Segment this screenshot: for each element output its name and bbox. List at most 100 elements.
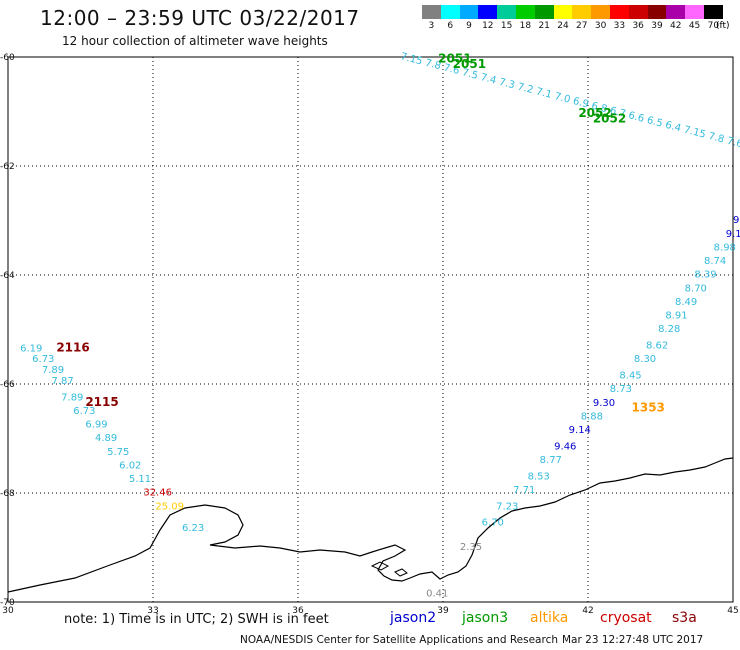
track-a-value: 7.89 [42,365,64,376]
track-b-value: 9.46 [554,441,576,452]
y-tick-label: -64 [0,271,15,281]
x-tick-label: 33 [147,606,158,616]
coastal-islands [370,561,408,577]
track-b-value: 8.73 [610,384,632,395]
colorbar-label: 3 [428,21,435,31]
track-b-value: 6.70 [482,518,504,529]
colorbar-label: 18 [519,21,532,31]
track-a-value: 6.19 [20,343,42,354]
colorbar-unit: (ft) [716,21,730,31]
track-b-value: 9.14 [569,425,591,436]
track-a-value: 4.89 [95,433,117,444]
legend-jason2: jason2 [390,610,437,626]
track-a-value: 5.75 [107,447,129,458]
colorbar-swatch [703,5,723,19]
colorbar-label: 9 [466,21,472,31]
track-b-value: 8.49 [675,297,697,308]
colorbar-swatch [497,5,516,19]
colorbar-swatch [685,5,704,19]
colorbar-label: 12 [482,21,494,31]
colorbar-label: 33 [613,21,626,31]
x-tick-label: 45 [727,606,738,616]
colorbar-labels: 3 6 9 12 15 18 21 24 27 30 33 36 39 42 45 70 [422,21,723,33]
track-a-value: 6.02 [119,460,141,471]
track-b-value: 8.30 [634,354,656,365]
colorbar-swatch [647,5,667,19]
colorbar-swatch [534,5,554,19]
track-b-value: 7.71 [513,485,535,496]
colorbar-swatch [422,5,441,19]
colorbar-swatch [440,5,460,19]
legend-jason3: jason3 [462,610,509,626]
track-a-value: 32.46 [143,488,172,499]
track-b-value: 8.39 [694,270,716,281]
track-b-value: 8.91 [665,311,687,322]
colorbar-label: 15 [500,21,513,31]
track-b-value: 7.23 [496,501,518,512]
colorbar-swatch [459,5,479,19]
track-b-value: 8.88 [581,411,603,422]
track-a-value: 6.23 [182,523,204,534]
track-b-value: 8.62 [646,341,668,352]
track-label: 2115 [85,395,118,409]
track-a-value: 7.87 [52,376,74,387]
map-subtitle: 12 hour collection of altimeter wave hei… [62,34,328,48]
track-b-value: 8.74 [704,256,726,267]
colorbar-swatch [553,5,573,19]
colorbar-label: 30 [594,21,607,31]
colorbar-label: 6 [447,21,454,31]
y-tick-label: -70 [0,598,15,608]
footer-note: note: 1) Time is in UTC; 2) SWH is in fe… [64,612,329,627]
colorbar-swatch [666,5,686,19]
colorbar-swatch [478,5,498,19]
credit-text: NOAA/NESDIS Center for Satellite Applica… [240,634,558,646]
colorbar-label: 42 [670,21,682,31]
map-frame [7,56,734,603]
colorbar-label: 21 [538,21,550,31]
track-b-value: 8.53 [528,471,550,482]
y-tick-label: -60 [0,53,15,63]
track-label: 2051 [438,51,471,65]
track-label: 2052 [593,111,626,125]
legend-cryosat: cryosat [600,610,652,626]
track-b-value: 8.98 [714,242,736,253]
x-tick-label: 30 [2,606,14,616]
y-tick-label: -66 [0,380,15,390]
legend-s3a: s3a [672,610,697,626]
colorbar-swatch [572,5,592,19]
track-a-value: 25.09 [155,501,184,512]
colorbar-swatch [628,5,648,19]
track-b-value: 9.1 [726,229,740,240]
colorbar-swatch [591,5,610,19]
track-label: 2051 [453,57,486,71]
x-tick-label: 42 [582,606,593,616]
track-label: 1353 [632,400,665,414]
coastal-value: 0.41 [426,589,448,600]
colorbar-swatch [609,5,629,19]
legend-altika: altika [530,610,569,626]
colorbar-label: 39 [651,21,663,31]
y-tick-label: -68 [0,489,15,499]
colorbar-label: 27 [576,21,588,31]
colorbar-label: 70 [707,21,720,31]
map-title: 12:00 – 23:59 UTC 03/22/2017 [40,6,360,30]
x-tick-label: 36 [292,606,304,616]
track-b-value: 9 [733,215,739,226]
colorbar-label: 45 [688,21,701,31]
track-label: 2052 [578,106,611,120]
track-b-value: 8.28 [658,324,680,335]
colorbar [422,5,723,19]
track-a-value: 6.73 [32,354,54,365]
track-b-value: 8.45 [619,371,641,382]
track-a-value: 6.73 [73,406,95,417]
x-tick-label: 39 [437,606,449,616]
coastal-value: 2.35 [460,542,482,553]
coastline [7,457,734,593]
track-b-value: 8.77 [540,455,562,466]
colorbar-label: 36 [632,21,644,31]
track-a-value: 7.89 [61,392,83,403]
track-b-value: 9.30 [593,398,615,409]
track-b-value: 8.70 [685,283,707,294]
track-a-value: 5.11 [129,474,151,485]
